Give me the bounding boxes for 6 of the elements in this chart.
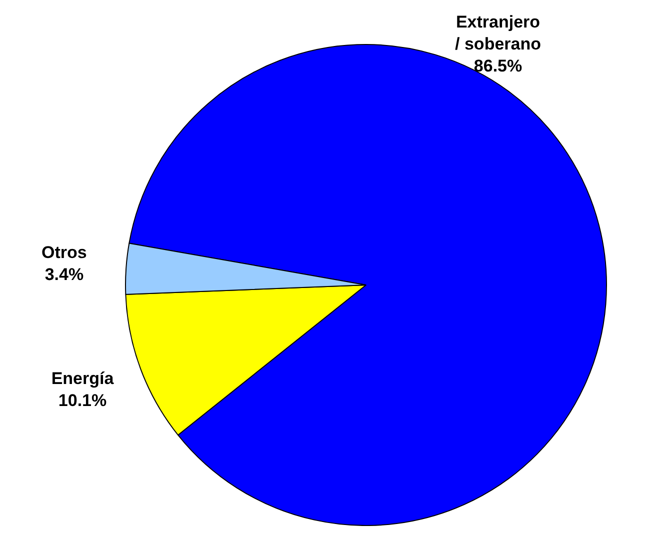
slice-label: Energía <box>51 369 114 388</box>
data-label: 3.4% <box>44 265 84 284</box>
data-label: 10.1% <box>58 391 107 410</box>
slice-label: Extranjero / soberano <box>455 12 542 54</box>
slice-label: Otros <box>42 243 87 262</box>
data-label: 86.5% <box>474 56 522 76</box>
